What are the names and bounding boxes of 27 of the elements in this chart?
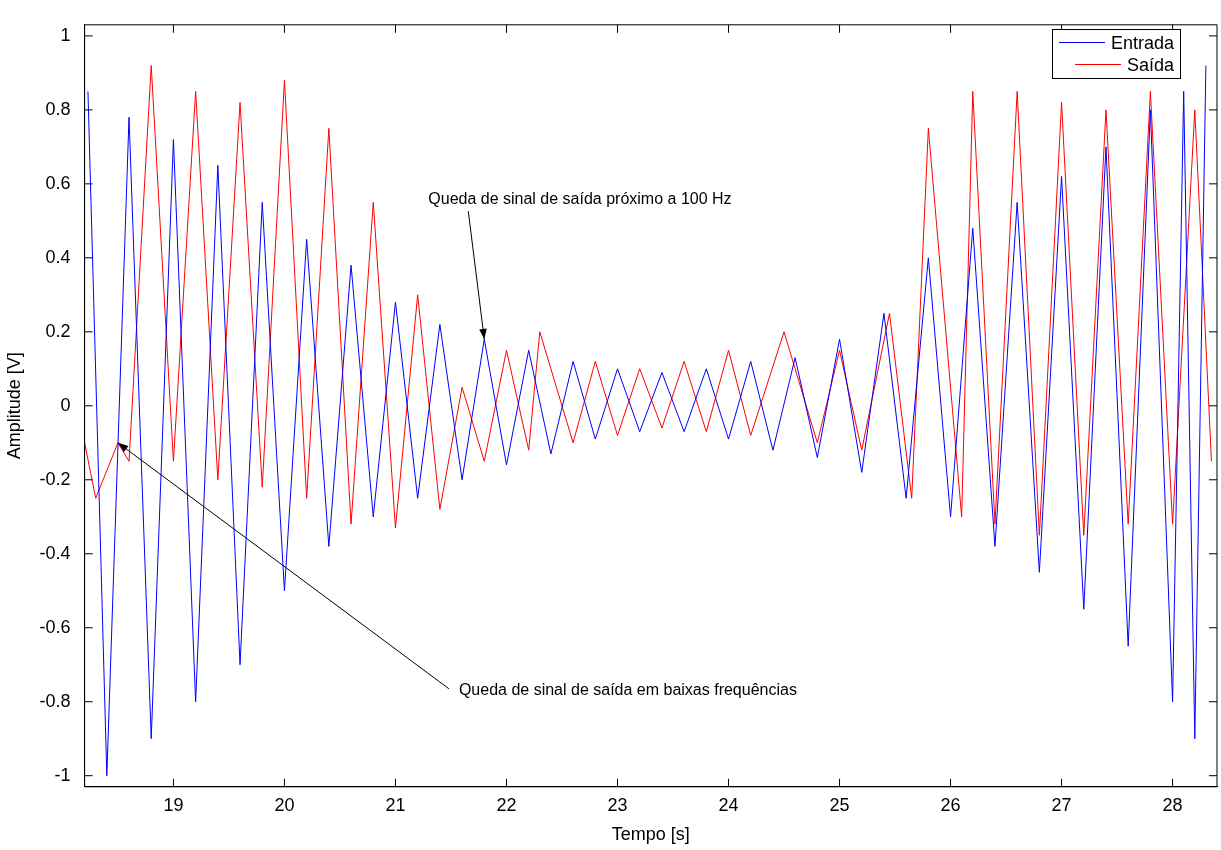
annotation: Queda de sinal de saída próximo a 100 Hz xyxy=(428,189,732,207)
y-tick-label: 1 xyxy=(60,24,71,45)
y-tick-label: -0.2 xyxy=(39,468,71,489)
x-tick-label: 19 xyxy=(163,794,184,815)
annotation: Queda de sinal de saída em baixas frequências xyxy=(458,681,797,699)
x-tick-label: 26 xyxy=(940,794,961,815)
x-tick-label: 27 xyxy=(1051,794,1072,815)
x-tick-label: 23 xyxy=(607,794,628,815)
x-tick-label: 21 xyxy=(385,794,406,815)
x-tick-label: 22 xyxy=(496,794,517,815)
y-tick-label: 0.8 xyxy=(45,98,71,119)
x-tick-label: 28 xyxy=(1162,794,1183,815)
y-tick-label: -0.8 xyxy=(39,690,71,711)
y-tick-label: 0.2 xyxy=(45,320,71,341)
y-tick-label: 0.6 xyxy=(45,172,71,193)
x-tick-label: 25 xyxy=(829,794,850,815)
legend-label: Saída xyxy=(1127,53,1175,76)
y-tick-label: -0.4 xyxy=(39,542,71,563)
y-tick-label: 0 xyxy=(60,394,71,415)
x-tick-label: 24 xyxy=(718,794,739,815)
y-tick-label: -1 xyxy=(54,764,71,785)
y-tick-label: -0.6 xyxy=(39,616,71,637)
y-tick-label: 0.4 xyxy=(45,246,71,267)
legend-label: Entrada xyxy=(1111,31,1175,54)
x-tick-label: 20 xyxy=(274,794,295,815)
y-axis-title: Amplitude [V] xyxy=(3,352,24,460)
x-axis-title: Tempo [s] xyxy=(611,824,690,845)
